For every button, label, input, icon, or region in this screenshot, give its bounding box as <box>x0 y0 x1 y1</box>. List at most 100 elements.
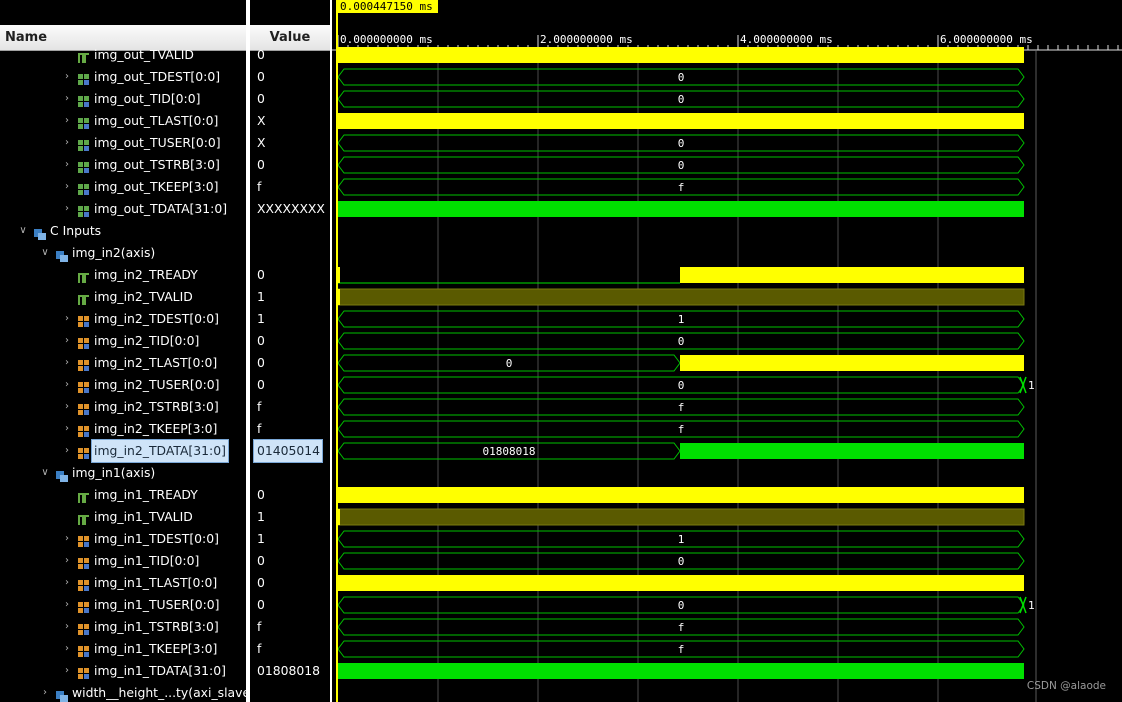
signal-row-img-in2-tstrb-3-0[interactable]: › img_in2_TSTRB[3:0] <box>0 396 246 418</box>
signal-value[interactable]: 01808018 <box>257 663 321 678</box>
signal-row-img-out-tdest-0-0[interactable]: › img_out_TDEST[0:0] <box>0 66 246 88</box>
signal-row-img-out-tdata-31-0[interactable]: › img_out_TDATA[31:0] <box>0 198 246 220</box>
signal-row-img-in2-tdata-31-0[interactable]: › img_in2_TDATA[31:0] <box>0 439 246 463</box>
waveform-view[interactable]: 0.000000000 ms 2.000000000 ms 4.000000000 … <box>332 0 1122 702</box>
signal-value[interactable]: 1 <box>257 531 265 546</box>
signal-row-img-out-tvalid[interactable]: img_out_TVALID <box>0 44 246 66</box>
signal-row-img-out-tuser-0-0[interactable]: › img_out_TUSER[0:0] <box>0 132 246 154</box>
signal-row-img-in1-tvalid[interactable]: img_in1_TVALID <box>0 506 246 528</box>
signal-value[interactable]: 0 <box>257 355 265 370</box>
signal-row-img-in1-tuser-0-0[interactable]: › img_in1_TUSER[0:0] <box>0 594 246 616</box>
collapse-chevron-icon[interactable]: ∨ <box>41 467 49 478</box>
signal-value[interactable] <box>250 242 257 264</box>
signal-row-img-in2-tvalid[interactable]: img_in2_TVALID <box>0 286 246 308</box>
signal-value[interactable]: f <box>257 641 262 656</box>
signal-value[interactable]: 0 <box>257 575 265 590</box>
expand-chevron-icon[interactable]: › <box>43 687 47 698</box>
signal-row-img-in1-tkeep-3-0[interactable]: › img_in1_TKEEP[3:0] <box>0 638 246 660</box>
signal-row-img-in2-axis[interactable]: ∨ img_in2(axis) <box>0 242 246 264</box>
expand-chevron-icon[interactable]: › <box>65 423 69 434</box>
signal-value[interactable]: 01405014 <box>253 439 323 463</box>
expand-chevron-icon[interactable]: › <box>65 313 69 324</box>
logic-signal-icon <box>78 511 90 525</box>
signal-row-img-out-tid-0-0[interactable]: › img_out_TID[0:0] <box>0 88 246 110</box>
expand-chevron-icon[interactable]: › <box>65 137 69 148</box>
bus-signal-icon <box>78 335 90 349</box>
expand-chevron-icon[interactable]: › <box>65 599 69 610</box>
signal-value[interactable]: 0 <box>257 47 265 62</box>
signal-value[interactable]: 1 <box>257 289 265 304</box>
collapse-chevron-icon[interactable]: ∨ <box>19 225 27 236</box>
value-column-header[interactable]: Value <box>250 25 330 51</box>
expand-chevron-icon[interactable]: › <box>65 643 69 654</box>
signal-value[interactable] <box>250 682 257 702</box>
waveform-img-in2-tready <box>338 267 1024 284</box>
expand-chevron-icon[interactable]: › <box>65 533 69 544</box>
signal-row-img-in2-tdest-0-0[interactable]: › img_in2_TDEST[0:0] <box>0 308 246 330</box>
expand-chevron-icon[interactable]: › <box>65 555 69 566</box>
expand-chevron-icon[interactable]: › <box>65 445 69 456</box>
expand-chevron-icon[interactable]: › <box>65 181 69 192</box>
signal-value[interactable]: 0 <box>257 267 265 282</box>
signal-name: img_in1_TID[0:0] <box>94 553 200 568</box>
expand-chevron-icon[interactable]: › <box>65 159 69 170</box>
signal-value[interactable]: 1 <box>257 509 265 524</box>
name-column-header[interactable]: Name <box>0 25 246 51</box>
expand-chevron-icon[interactable]: › <box>65 203 69 214</box>
signal-row-img-in1-axis[interactable]: ∨ img_in1(axis) <box>0 462 246 484</box>
name-value-splitter[interactable] <box>246 0 250 702</box>
logic-signal-icon <box>78 291 90 305</box>
signal-value[interactable]: X <box>257 113 266 128</box>
signal-row-img-out-tlast-0-0[interactable]: › img_out_TLAST[0:0] <box>0 110 246 132</box>
signal-row-img-in1-tid-0-0[interactable]: › img_in1_TID[0:0] <box>0 550 246 572</box>
transition-marker <box>1019 596 1027 614</box>
expand-chevron-icon[interactable]: › <box>65 621 69 632</box>
signal-row-img-in2-tkeep-3-0[interactable]: › img_in2_TKEEP[3:0] <box>0 418 246 440</box>
signal-value[interactable]: f <box>257 399 262 414</box>
signal-value[interactable]: 0 <box>257 157 265 172</box>
collapse-chevron-icon[interactable]: ∨ <box>41 247 49 258</box>
signal-row-img-out-tkeep-3-0[interactable]: › img_out_TKEEP[3:0] <box>0 176 246 198</box>
signal-value[interactable]: 1 <box>257 311 265 326</box>
expand-chevron-icon[interactable]: › <box>65 93 69 104</box>
signal-value[interactable] <box>250 220 257 242</box>
signal-value[interactable]: f <box>257 421 262 436</box>
signal-row-img-in1-tlast-0-0[interactable]: › img_in1_TLAST[0:0] <box>0 572 246 594</box>
waveform-canvas[interactable]: 0.000000000 ms 2.000000000 ms 4.000000000 … <box>332 0 1122 702</box>
expand-chevron-icon[interactable]: › <box>65 379 69 390</box>
signal-value[interactable]: 0 <box>257 553 265 568</box>
signal-row-c-inputs[interactable]: ∨ C Inputs <box>0 220 246 242</box>
bus-signal-icon <box>78 599 90 613</box>
expand-chevron-icon[interactable]: › <box>65 71 69 82</box>
signal-row-img-in2-tuser-0-0[interactable]: › img_in2_TUSER[0:0] <box>0 374 246 396</box>
expand-chevron-icon[interactable]: › <box>65 401 69 412</box>
signal-value[interactable]: 0 <box>257 333 265 348</box>
signal-row-img-in1-tdata-31-0[interactable]: › img_in1_TDATA[31:0] <box>0 660 246 682</box>
signal-row-img-in2-tlast-0-0[interactable]: › img_in2_TLAST[0:0] <box>0 352 246 374</box>
signal-value[interactable]: 0 <box>257 597 265 612</box>
signal-value[interactable]: 0 <box>257 91 265 106</box>
value-wave-splitter[interactable] <box>330 0 332 702</box>
waveform-img-in2-tdata-31-0: 01808018 <box>337 442 1024 460</box>
signal-row-img-in1-tstrb-3-0[interactable]: › img_in1_TSTRB[3:0] <box>0 616 246 638</box>
signal-value[interactable] <box>250 462 257 484</box>
signal-row-img-in1-tready[interactable]: img_in1_TREADY <box>0 484 246 506</box>
signal-value[interactable]: f <box>257 179 262 194</box>
signal-row-img-out-tstrb-3-0[interactable]: › img_out_TSTRB[3:0] <box>0 154 246 176</box>
expand-chevron-icon[interactable]: › <box>65 577 69 588</box>
expand-chevron-icon[interactable]: › <box>65 115 69 126</box>
signal-value[interactable]: 0 <box>257 377 265 392</box>
signal-row-img-in2-tready[interactable]: img_in2_TREADY <box>0 264 246 286</box>
expand-chevron-icon[interactable]: › <box>65 665 69 676</box>
signal-value[interactable]: 0 <box>257 69 265 84</box>
signal-value[interactable]: X <box>257 135 266 150</box>
signal-value[interactable]: 0 <box>257 487 265 502</box>
signal-value[interactable]: XXXXXXXX <box>257 201 325 216</box>
signal-row-img-in1-tdest-0-0[interactable]: › img_in1_TDEST[0:0] <box>0 528 246 550</box>
signal-row-width-height-ty-axi-slave[interactable]: › width__height_...ty(axi_slave <box>0 682 246 702</box>
expand-chevron-icon[interactable]: › <box>65 357 69 368</box>
signal-value[interactable]: f <box>257 619 262 634</box>
expand-chevron-icon[interactable]: › <box>65 335 69 346</box>
signal-row-img-in2-tid-0-0[interactable]: › img_in2_TID[0:0] <box>0 330 246 352</box>
